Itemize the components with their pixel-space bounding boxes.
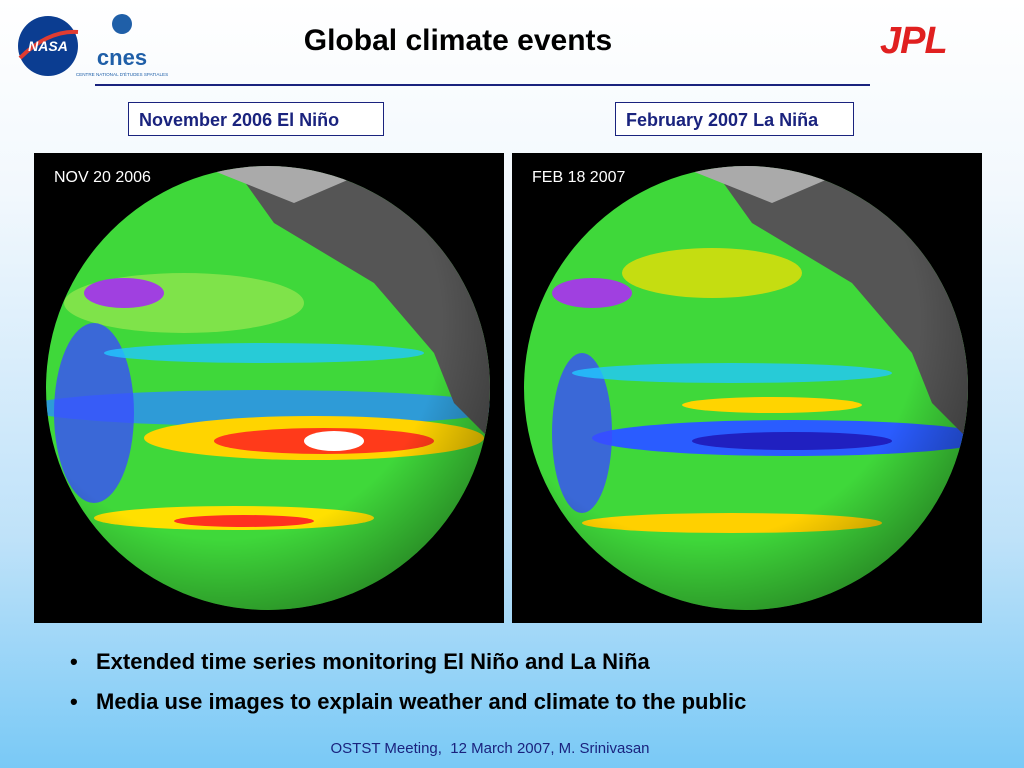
panel-label: February 2007 La Niña bbox=[615, 102, 854, 136]
ocean-field bbox=[46, 166, 490, 610]
bullet-item: • Media use images to explain weather and… bbox=[70, 689, 746, 715]
globe bbox=[524, 166, 968, 610]
title: Global climate events bbox=[303, 24, 613, 57]
globe-image: NOV 20 2006 bbox=[34, 153, 504, 623]
globe bbox=[46, 166, 490, 610]
nasa-swoosh bbox=[18, 29, 79, 60]
bullet-dot: • bbox=[70, 689, 78, 714]
bullet-text: Media use images to explain weather and … bbox=[96, 689, 747, 714]
cnes-subtitle: CENTRE NATIONAL D'ÉTUDES SPATIALES bbox=[76, 71, 168, 77]
jpl-logo: JPL bbox=[880, 20, 948, 62]
image-date: NOV 20 2006 bbox=[54, 169, 151, 186]
ocean-field bbox=[524, 166, 968, 610]
title-rule bbox=[95, 84, 870, 86]
globe-image: FEB 18 2007 bbox=[512, 153, 982, 623]
logos-left: NASA cnes CENTRE NATIONAL D'ÉTUDES SPATI… bbox=[18, 14, 168, 77]
bullet-dot: • bbox=[70, 649, 78, 674]
cnes-text: cnes bbox=[97, 45, 147, 70]
bullet-text: Extended time series monitoring El Niño … bbox=[96, 649, 650, 674]
image-date: FEB 18 2007 bbox=[532, 169, 626, 186]
bullet-item: • Extended time series monitoring El Niño… bbox=[70, 649, 650, 675]
cnes-mark bbox=[112, 14, 132, 34]
panel-label: November 2006 El Niño bbox=[128, 102, 384, 136]
nasa-text: NASA bbox=[28, 38, 68, 54]
footer: OSTST Meeting, 12 March 2007, M. Sriniva… bbox=[330, 740, 650, 757]
